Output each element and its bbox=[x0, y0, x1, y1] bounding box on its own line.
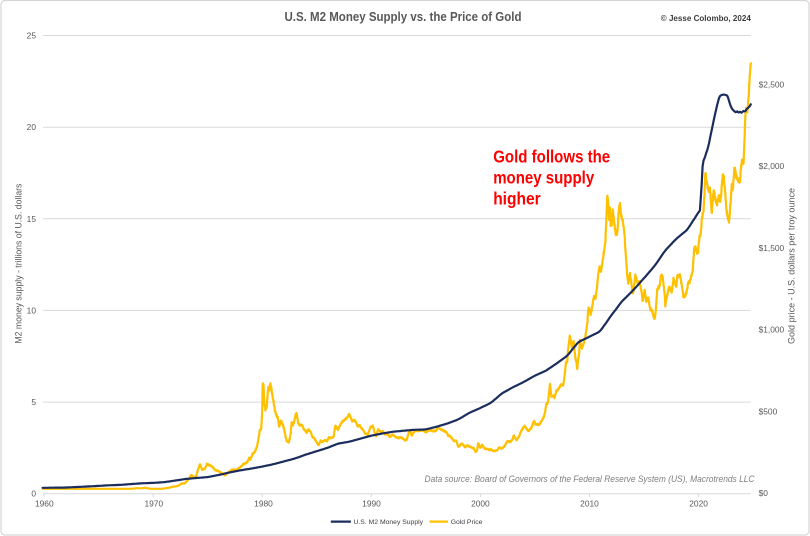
svg-text:15: 15 bbox=[27, 214, 37, 224]
svg-text:1990: 1990 bbox=[362, 499, 381, 509]
svg-text:0: 0 bbox=[31, 489, 36, 499]
svg-text:U.S. M2 Money Supply: U.S. M2 Money Supply bbox=[354, 519, 424, 526]
svg-text:2000: 2000 bbox=[471, 499, 490, 509]
svg-text:10: 10 bbox=[27, 305, 37, 315]
svg-text:U.S. M2 Money Supply vs. the P: U.S. M2 Money Supply vs. the Price of Go… bbox=[285, 10, 522, 24]
svg-text:Gold follows the: Gold follows the bbox=[493, 146, 610, 166]
svg-text:Data source: Board of Governor: Data source: Board of Governors of the F… bbox=[425, 474, 756, 484]
svg-text:Gold Price: Gold Price bbox=[451, 519, 483, 526]
svg-text:25: 25 bbox=[27, 31, 37, 41]
svg-text:M2 money supply - trillions of: M2 money supply - trillions of U.S. doll… bbox=[13, 183, 23, 343]
svg-text:2020: 2020 bbox=[689, 499, 708, 509]
svg-text:$2,500: $2,500 bbox=[759, 79, 785, 89]
svg-text:money supply: money supply bbox=[493, 167, 594, 187]
svg-text:higher: higher bbox=[493, 188, 541, 208]
svg-text:5: 5 bbox=[31, 397, 36, 407]
svg-text:$1,000: $1,000 bbox=[759, 325, 785, 335]
svg-text:© Jesse Colombo, 2024: © Jesse Colombo, 2024 bbox=[661, 14, 751, 23]
svg-text:20: 20 bbox=[27, 122, 37, 132]
svg-text:$1,500: $1,500 bbox=[759, 243, 785, 253]
svg-text:Gold price - U.S. dollars per: Gold price - U.S. dollars per troy ounce bbox=[786, 188, 796, 344]
svg-text:2010: 2010 bbox=[580, 499, 599, 509]
svg-text:$2,000: $2,000 bbox=[759, 161, 785, 171]
svg-text:1960: 1960 bbox=[35, 499, 54, 509]
svg-text:$0: $0 bbox=[759, 488, 769, 498]
svg-text:1980: 1980 bbox=[254, 499, 273, 509]
svg-text:1970: 1970 bbox=[144, 499, 163, 509]
svg-text:$500: $500 bbox=[759, 406, 778, 416]
